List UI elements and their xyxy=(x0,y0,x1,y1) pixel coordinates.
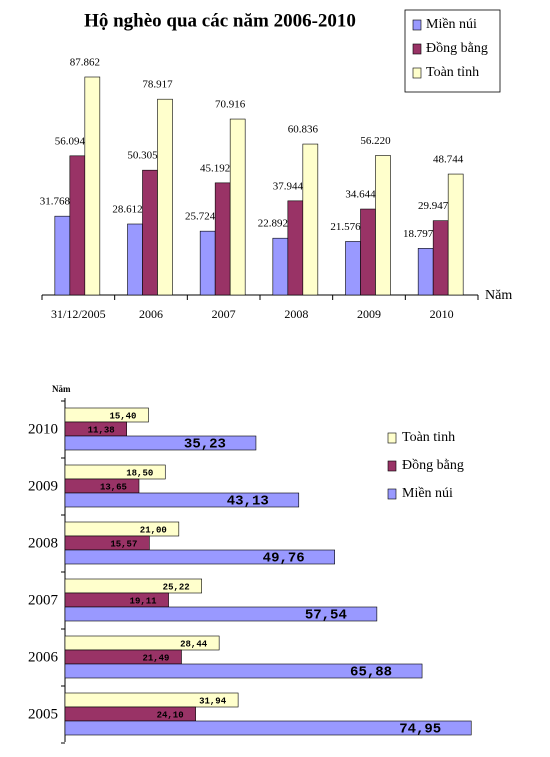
y-tick-label: 2005 xyxy=(28,706,58,722)
bar xyxy=(64,549,335,565)
value-label: 87.862 xyxy=(70,57,100,69)
value-label: 45.192 xyxy=(200,162,230,174)
bar xyxy=(69,155,86,296)
bar xyxy=(302,143,319,296)
legend-swatch xyxy=(387,432,397,444)
x-tick-label: 2008 xyxy=(284,307,308,321)
y-tick-label: 2007 xyxy=(28,592,59,608)
legend-swatch xyxy=(412,43,422,55)
bar xyxy=(287,200,304,296)
bar xyxy=(142,169,158,296)
value-label: 29.947 xyxy=(418,200,449,212)
value-label: 74,95 xyxy=(399,722,441,738)
bar xyxy=(375,155,391,296)
x-tick-label: 2007 xyxy=(212,307,236,321)
value-label: 28,44 xyxy=(180,639,208,649)
bar xyxy=(157,98,173,296)
value-label: 60.836 xyxy=(288,124,319,136)
legend-swatch xyxy=(412,19,422,31)
y-tick-label: 2009 xyxy=(28,478,58,494)
value-label: 28.612 xyxy=(112,204,142,216)
legend-swatch xyxy=(387,488,397,500)
bar xyxy=(199,230,216,296)
bar xyxy=(54,215,71,296)
value-label: 56.220 xyxy=(360,135,391,147)
bar xyxy=(214,182,231,296)
value-label: 57,54 xyxy=(305,608,347,624)
value-label: 25.724 xyxy=(185,211,216,223)
legend-label: Toàn tỉnh xyxy=(426,65,479,80)
value-label: 24,10 xyxy=(157,710,184,720)
value-label: 50.305 xyxy=(127,150,158,162)
x-tick-label: 2010 xyxy=(430,307,454,321)
value-label: 15,40 xyxy=(109,411,136,421)
bar xyxy=(64,663,423,679)
bar xyxy=(417,248,434,296)
value-label: 21,00 xyxy=(140,525,167,535)
bar xyxy=(64,606,378,622)
legend-label: Đồng bằng xyxy=(426,41,488,56)
x-tick-label: 2006 xyxy=(139,307,163,321)
value-label: 11,38 xyxy=(88,425,115,435)
value-label: 13,65 xyxy=(100,482,127,492)
legend-swatch xyxy=(387,460,397,472)
bar xyxy=(360,208,376,296)
legend-label: Toàn tinh xyxy=(402,430,455,445)
value-label: 37.944 xyxy=(273,180,304,192)
legend-label: Đồng bằng xyxy=(402,458,464,473)
value-label: 34.644 xyxy=(345,189,376,201)
value-label: 65,88 xyxy=(350,665,392,681)
bar xyxy=(432,220,449,296)
value-label: 48.744 xyxy=(433,154,464,166)
y-axis-label: Năm xyxy=(52,384,71,394)
bar xyxy=(64,720,472,736)
value-label: 35,23 xyxy=(184,437,226,453)
value-label: 49,76 xyxy=(263,551,305,567)
legend-swatch xyxy=(412,67,422,79)
bar xyxy=(64,435,257,451)
value-label: 19,11 xyxy=(130,596,158,606)
value-label: 18,50 xyxy=(126,468,153,478)
bar xyxy=(127,223,143,296)
legend-label: Miền núi xyxy=(402,486,453,501)
x-axis-label: Năm xyxy=(485,288,512,303)
value-label: 43,13 xyxy=(227,494,269,510)
bar xyxy=(229,118,246,296)
legend-label: Miền núi xyxy=(426,17,477,32)
value-label: 25,22 xyxy=(163,582,190,592)
value-label: 22.892 xyxy=(258,218,288,230)
y-tick-label: 2008 xyxy=(28,535,58,551)
chart-title: Hộ nghèo qua các năm 2006-2010 xyxy=(84,10,356,31)
bar xyxy=(64,492,300,508)
value-label: 18.797 xyxy=(403,228,434,240)
x-tick-label: 31/12/2005 xyxy=(51,307,106,321)
value-label: 78.917 xyxy=(142,79,173,91)
y-tick-label: 2010 xyxy=(28,421,58,437)
bar xyxy=(447,173,464,296)
y-tick-label: 2006 xyxy=(28,649,59,665)
bar xyxy=(272,237,289,296)
bar xyxy=(84,76,101,296)
value-label: 56.094 xyxy=(55,135,86,147)
value-label: 70.916 xyxy=(215,99,246,111)
value-label: 21,49 xyxy=(142,653,169,663)
bar xyxy=(345,241,361,296)
value-label: 15,57 xyxy=(110,539,137,549)
value-label: 21.576 xyxy=(330,221,361,233)
value-label: 31.768 xyxy=(40,196,71,208)
value-label: 31,94 xyxy=(199,696,227,706)
x-tick-label: 2009 xyxy=(357,307,381,321)
